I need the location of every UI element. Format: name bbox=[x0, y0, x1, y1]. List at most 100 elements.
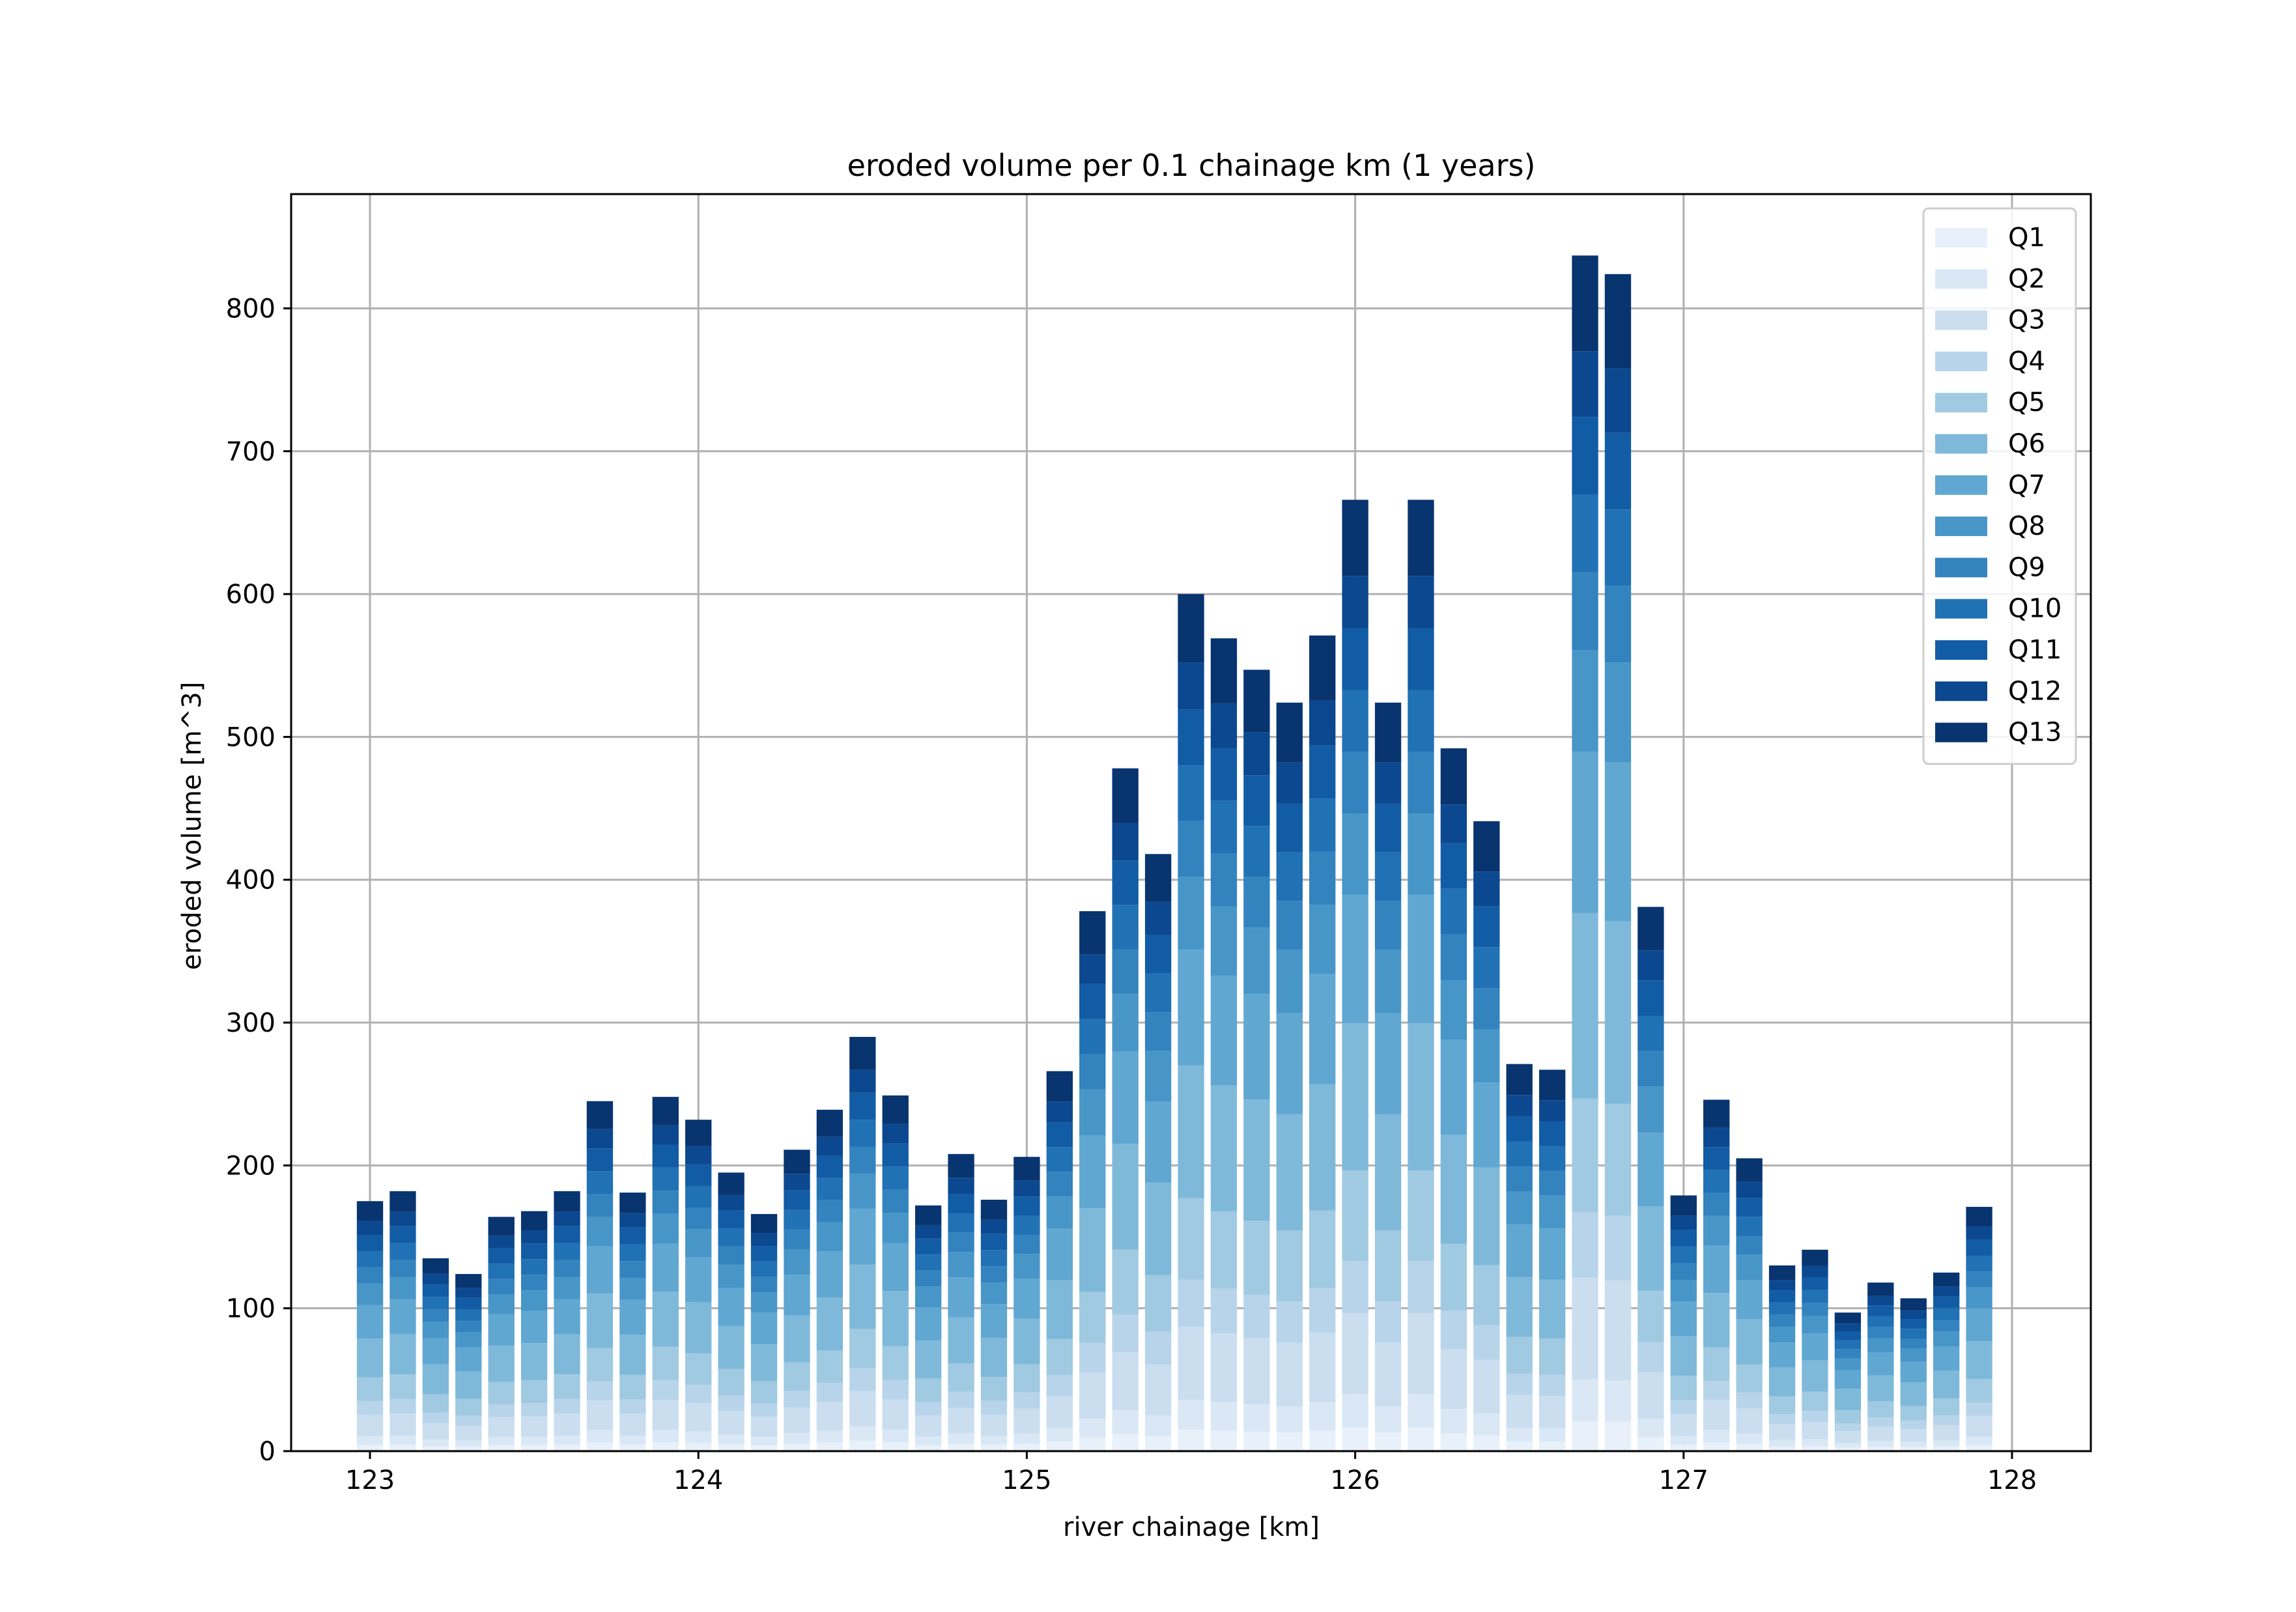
bar-segment-q1 bbox=[1736, 1443, 1763, 1451]
bar-segment-q1 bbox=[1966, 1445, 1992, 1451]
bar-segment-q1 bbox=[1867, 1447, 1894, 1451]
bar-segment-q8 bbox=[1309, 904, 1336, 974]
bar-segment-q9 bbox=[1900, 1338, 1927, 1349]
bar-segment-q9 bbox=[718, 1246, 744, 1265]
bar-segment-q12 bbox=[390, 1211, 416, 1226]
bar-segment-q7 bbox=[849, 1208, 876, 1265]
bar-segment-q4 bbox=[619, 1399, 646, 1414]
bar-segment-q8 bbox=[554, 1277, 580, 1299]
bar-segment-q8 bbox=[849, 1173, 876, 1209]
bar-segment-q6 bbox=[750, 1344, 778, 1381]
bar-segment-q5 bbox=[1703, 1347, 1730, 1381]
bar-segment-q11 bbox=[652, 1144, 679, 1168]
bar-segment-q13 bbox=[1670, 1195, 1697, 1216]
bar-segment-q2 bbox=[1736, 1434, 1763, 1444]
bar-segment-q7 bbox=[1440, 1039, 1467, 1135]
bar-segment-q10 bbox=[1440, 888, 1467, 935]
bar-segment-q2 bbox=[1538, 1428, 1566, 1442]
bar-segment-q3 bbox=[356, 1415, 384, 1436]
bar-segment-q3 bbox=[1374, 1342, 1402, 1407]
bar-segment-q3 bbox=[1736, 1408, 1763, 1434]
bar-segment-q6 bbox=[455, 1371, 482, 1399]
bar-segment-q3 bbox=[849, 1391, 876, 1426]
bar-segment-q2 bbox=[1604, 1380, 1632, 1422]
bar-segment-q4 bbox=[1374, 1301, 1402, 1343]
bar-segment-q11 bbox=[849, 1092, 876, 1120]
bar-segment-q3 bbox=[750, 1417, 778, 1437]
bar-segment-q10 bbox=[1604, 509, 1632, 586]
bar-segment-q12 bbox=[356, 1221, 384, 1236]
bar-segment-q9 bbox=[422, 1309, 449, 1322]
bar-segment-q1 bbox=[1013, 1443, 1040, 1451]
bar-segment-q11 bbox=[1342, 628, 1368, 690]
bar-segment-q11 bbox=[1276, 803, 1303, 853]
bar-segment-q1 bbox=[1440, 1434, 1467, 1451]
bar-segment-q1 bbox=[520, 1445, 548, 1451]
bar-segment-q4 bbox=[1013, 1392, 1040, 1409]
bar-segment-q2 bbox=[1178, 1400, 1204, 1430]
bar-segment-q3 bbox=[1178, 1327, 1204, 1400]
bar-segment-q12 bbox=[488, 1236, 515, 1249]
bar-segment-q9 bbox=[652, 1191, 679, 1214]
bar-segment-q7 bbox=[1834, 1370, 1862, 1389]
bar-segment-q12 bbox=[455, 1288, 482, 1298]
bar-segment-q12 bbox=[685, 1146, 712, 1165]
bar-segment-q13 bbox=[520, 1211, 548, 1231]
bar-segment-q13 bbox=[1276, 702, 1303, 763]
bar-segment-q4 bbox=[914, 1402, 942, 1416]
bar-segment-q8 bbox=[1243, 927, 1270, 995]
bar-segment-q7 bbox=[1670, 1301, 1697, 1336]
bar-segment-q8 bbox=[619, 1278, 646, 1300]
bar-segment-q5 bbox=[750, 1381, 778, 1404]
bar-segment-q2 bbox=[948, 1433, 974, 1444]
bar-segment-q11 bbox=[750, 1246, 778, 1262]
bar-segment-q1 bbox=[488, 1445, 515, 1451]
bar-segment-q9 bbox=[1178, 821, 1204, 877]
bar-segment-q3 bbox=[1013, 1408, 1040, 1434]
bar-segment-q11 bbox=[422, 1284, 449, 1297]
bar-segment-q7 bbox=[1604, 762, 1632, 922]
bar-segment-q10 bbox=[1243, 826, 1270, 877]
bar-segment-q11 bbox=[1867, 1305, 1894, 1316]
bar-segment-q6 bbox=[1144, 1182, 1172, 1275]
bar-segment-q1 bbox=[1178, 1430, 1204, 1451]
bar-segment-q6 bbox=[816, 1297, 843, 1351]
bar-segment-q7 bbox=[1768, 1342, 1796, 1368]
bar-segment-q8 bbox=[1276, 950, 1303, 1013]
bar-segment-q8 bbox=[1572, 650, 1598, 752]
bar-segment-q12 bbox=[1703, 1127, 1730, 1148]
bar-segment-q9 bbox=[356, 1267, 384, 1284]
bar-segment-q11 bbox=[554, 1226, 580, 1243]
bar-segment-q10 bbox=[652, 1167, 679, 1191]
bar-segment-q1 bbox=[1473, 1435, 1500, 1451]
bar-segment-q11 bbox=[390, 1226, 416, 1243]
bar-segment-q2 bbox=[1933, 1440, 1960, 1447]
bar-segment-q11 bbox=[1572, 417, 1598, 495]
bar-segment-q10 bbox=[914, 1254, 942, 1271]
bar-segment-q8 bbox=[1703, 1215, 1730, 1246]
bar-segment-q5 bbox=[1112, 1249, 1139, 1315]
bar-segment-q6 bbox=[488, 1346, 515, 1382]
bar-segment-q13 bbox=[718, 1172, 744, 1195]
bar-segment-q8 bbox=[882, 1213, 909, 1243]
bar-segment-q2 bbox=[455, 1440, 482, 1447]
bar-segment-q2 bbox=[882, 1430, 909, 1443]
bar-segment-q11 bbox=[1900, 1319, 1927, 1329]
bar-segment-q12 bbox=[619, 1213, 646, 1228]
bar-segment-q6 bbox=[1473, 1167, 1500, 1266]
bar-segment-q9 bbox=[1243, 877, 1270, 928]
bar-segment-q10 bbox=[849, 1120, 876, 1147]
bar-segment-q4 bbox=[586, 1381, 614, 1401]
bar-segment-q2 bbox=[356, 1435, 384, 1445]
bar-segment-q8 bbox=[980, 1282, 1008, 1305]
bar-segment-q4 bbox=[1408, 1260, 1434, 1314]
bar-segment-q5 bbox=[619, 1374, 646, 1400]
bar-segment-q9 bbox=[1079, 1054, 1106, 1090]
bar-segment-q13 bbox=[586, 1101, 614, 1129]
bar-segment-q3 bbox=[422, 1423, 449, 1440]
legend-label: Q12 bbox=[2008, 676, 2062, 706]
bar-segment-q13 bbox=[1572, 255, 1598, 352]
bar-segment-q12 bbox=[1802, 1266, 1828, 1277]
bar-segment-q10 bbox=[1670, 1246, 1697, 1264]
bar-segment-q6 bbox=[390, 1334, 416, 1375]
